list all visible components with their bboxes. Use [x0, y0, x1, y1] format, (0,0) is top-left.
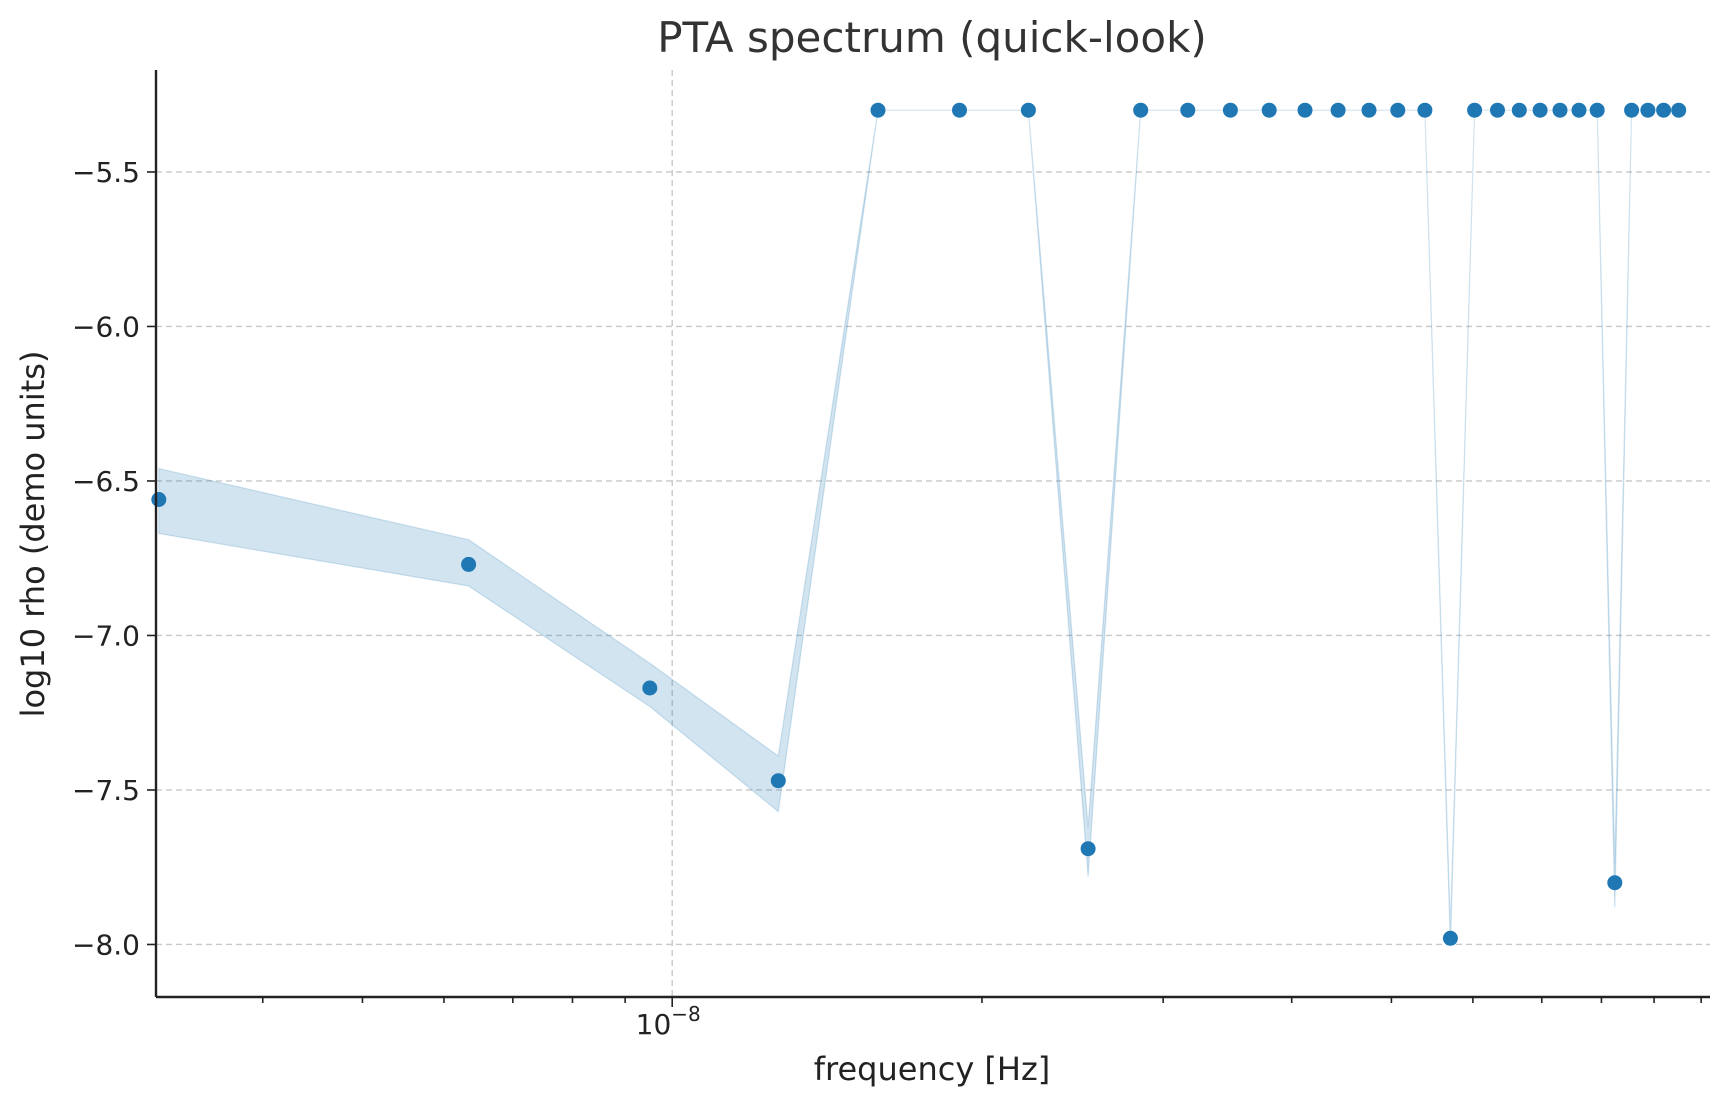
data-point [1532, 102, 1548, 118]
data-point [1511, 102, 1527, 118]
data-point [151, 492, 167, 507]
x-axis-ticks [261, 997, 1702, 1007]
data-point [1656, 102, 1672, 118]
data-point [1442, 930, 1458, 946]
data-points [151, 102, 1687, 946]
x-tick-label: 10−8 [636, 1002, 701, 1041]
data-point [952, 102, 967, 118]
data-point [1330, 102, 1346, 118]
x-axis-label: frequency [Hz] [814, 1050, 1051, 1088]
data-point [1020, 102, 1036, 118]
data-point [1361, 102, 1377, 118]
data-point [1607, 875, 1623, 891]
y-tick-label: −6.0 [72, 310, 140, 343]
data-point [1467, 102, 1483, 118]
data-point [1671, 102, 1687, 118]
y-tick-label: −7.5 [72, 774, 140, 807]
data-point [1552, 102, 1568, 118]
y-axis-label: log10 rho (demo units) [14, 351, 52, 718]
y-tick-label: −5.5 [72, 156, 140, 189]
data-point [1624, 102, 1640, 118]
data-point [1589, 102, 1605, 118]
data-point [1080, 841, 1096, 857]
data-point [1180, 102, 1196, 118]
chart-title: PTA spectrum (quick-look) [657, 13, 1207, 62]
data-point [461, 556, 477, 572]
data-point [1297, 102, 1313, 118]
y-axis-ticks: −5.5 −6.0 −6.5 −7.0 −7.5 −8.0 [72, 156, 156, 961]
y-tick-label: −8.0 [72, 928, 140, 961]
data-point [1390, 102, 1406, 118]
data-point [870, 102, 886, 118]
data-point [1571, 102, 1587, 118]
data-point [1261, 102, 1277, 118]
uncertainty-band [158, 109, 1679, 945]
data-point [1417, 102, 1433, 118]
data-point [642, 680, 658, 696]
data-point [1222, 102, 1238, 118]
data-point [1490, 102, 1505, 118]
data-point [770, 773, 786, 789]
data-point [1133, 102, 1149, 118]
y-tick-label: −6.5 [72, 465, 140, 498]
y-tick-label: −7.0 [72, 619, 140, 652]
data-point [1640, 102, 1656, 118]
